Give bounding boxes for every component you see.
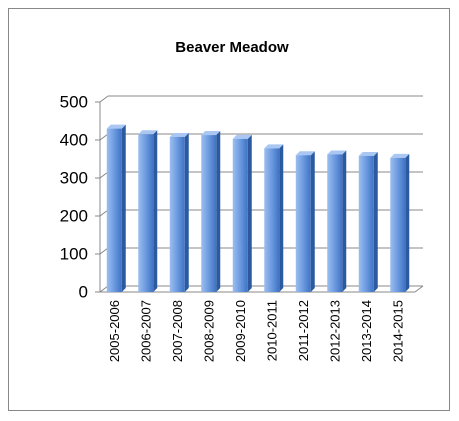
y-tick-label: 500 bbox=[60, 92, 88, 111]
bar-side bbox=[247, 134, 252, 292]
bar-side bbox=[216, 131, 221, 292]
x-tick-label: 2007-2008 bbox=[170, 300, 185, 362]
y-tick-label: 0 bbox=[79, 282, 88, 301]
bar-side bbox=[184, 132, 189, 292]
bar bbox=[390, 157, 406, 292]
x-tick-label: 2012-2013 bbox=[328, 300, 343, 362]
grid-line-side bbox=[99, 133, 109, 141]
bar-side bbox=[310, 151, 315, 292]
bar bbox=[295, 155, 311, 292]
bar-top bbox=[138, 130, 158, 135]
bar-top bbox=[295, 151, 315, 156]
y-tick-label: 100 bbox=[60, 244, 88, 263]
bar bbox=[264, 148, 280, 292]
x-tick-label: 2010-2011 bbox=[265, 300, 280, 361]
bar-side bbox=[279, 144, 284, 292]
x-tick-label: 2009-2010 bbox=[233, 300, 248, 362]
bar-side bbox=[342, 150, 347, 292]
grid-line-side bbox=[99, 209, 109, 217]
bar bbox=[327, 154, 343, 292]
bar bbox=[201, 135, 217, 292]
x-tick-label: 2014-2015 bbox=[391, 300, 406, 362]
grid-line-side bbox=[99, 171, 109, 179]
bar-top bbox=[327, 150, 347, 155]
x-tick-label: 2008-2009 bbox=[202, 300, 217, 362]
x-tick-label: 2013-2014 bbox=[359, 300, 374, 362]
bar-top bbox=[264, 144, 284, 149]
grid-line-side bbox=[99, 285, 109, 293]
chart-title: Beaver Meadow bbox=[175, 39, 289, 56]
bar bbox=[169, 136, 185, 292]
grid-line-side bbox=[99, 95, 109, 103]
grid-line-side bbox=[99, 247, 109, 255]
bar bbox=[232, 138, 248, 292]
bar-side bbox=[121, 124, 126, 292]
bar-side bbox=[153, 130, 158, 292]
y-tick-label: 400 bbox=[60, 130, 88, 149]
bar bbox=[358, 155, 374, 292]
bar-top bbox=[358, 151, 378, 156]
bar-top bbox=[169, 132, 189, 137]
bar-top bbox=[106, 124, 126, 129]
y-tick-label: 300 bbox=[60, 168, 88, 187]
bar-side bbox=[405, 153, 410, 292]
y-tick-label: 200 bbox=[60, 206, 88, 225]
x-tick-label: 2005-2006 bbox=[107, 300, 122, 362]
bar-top bbox=[390, 153, 410, 158]
x-tick-label: 2006-2007 bbox=[139, 300, 154, 362]
bar-top bbox=[232, 134, 252, 139]
bar bbox=[138, 134, 154, 292]
x-tick-label: 2011-2012 bbox=[296, 300, 311, 361]
bar-side bbox=[373, 151, 378, 292]
floor-back bbox=[414, 285, 424, 293]
bar-top bbox=[201, 131, 221, 136]
bar bbox=[106, 128, 122, 292]
